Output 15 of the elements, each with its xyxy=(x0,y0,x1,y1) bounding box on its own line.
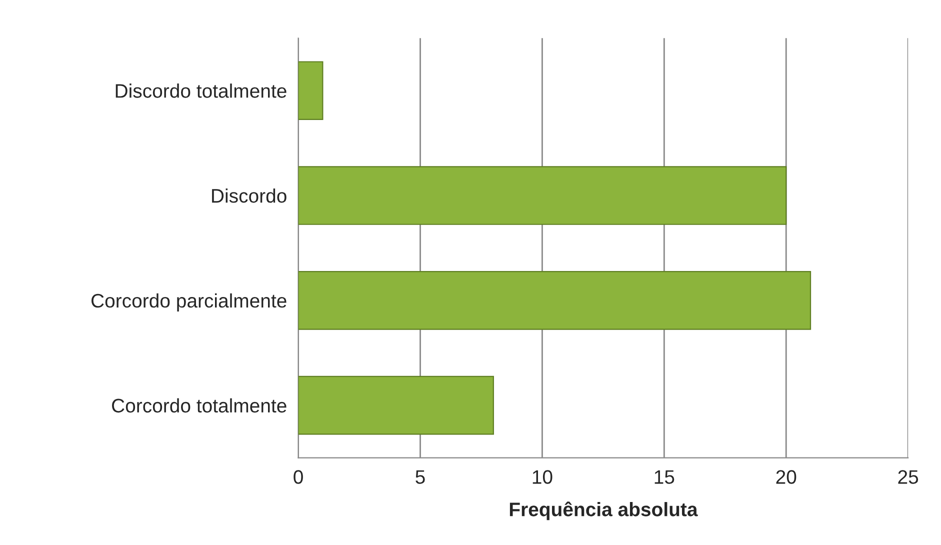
x-tick-label: 5 xyxy=(416,470,425,484)
y-tick-label: Discordo totalmente xyxy=(116,84,286,98)
bar xyxy=(298,61,324,120)
bar xyxy=(298,166,787,225)
y-tick-label: Discordo xyxy=(212,188,286,203)
x-tick-label: 15 xyxy=(654,470,674,484)
bar xyxy=(298,376,494,435)
x-tick-label: 0 xyxy=(294,470,303,484)
bar xyxy=(298,271,812,330)
x-axis-title: Frequência absoluta xyxy=(510,502,698,520)
y-tick-label: Corcordo parcialmente xyxy=(91,293,286,312)
y-tick-label: Corcordo totalmente xyxy=(112,398,286,413)
x-tick-label: 20 xyxy=(776,470,796,484)
x-tick-label: 10 xyxy=(532,470,552,484)
x-tick-label: 25 xyxy=(898,470,918,484)
